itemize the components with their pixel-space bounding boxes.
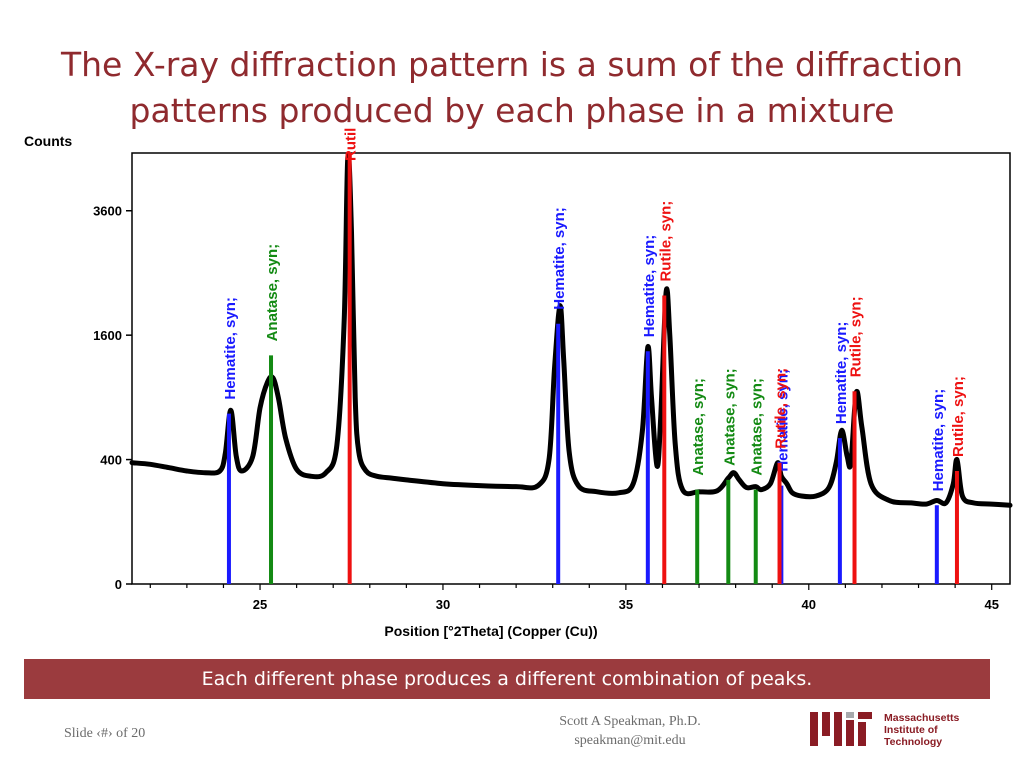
phase-label-anatase: Anatase, syn; [690, 378, 707, 476]
phase-label-rutile: Rutile, syn; [848, 296, 865, 377]
slide-title: The X-ray diffraction pattern is a sum o… [0, 42, 1024, 134]
author-email: speakman@mit.edu [574, 733, 686, 748]
phase-label-anatase: Anatase, syn; [749, 378, 766, 476]
phase-label-hematite: Hematite, syn; [551, 207, 568, 310]
author-info: Scott A Speakman, Ph.D. speakman@mit.edu [500, 712, 760, 750]
y-tick-label: 0 [115, 577, 122, 592]
phase-label-rutile: Rutile, syn; [343, 128, 360, 161]
phase-label-rutile: Rutile, syn; [950, 376, 967, 457]
phase-label-hematite: Hematite, syn; [774, 369, 791, 472]
plot-frame [131, 152, 1011, 585]
x-tick-label: 25 [253, 597, 267, 612]
mit-logo: Massachusetts Institute of Technology [808, 710, 1008, 750]
phase-label-anatase: Anatase, syn; [264, 244, 281, 342]
phase-label-hematite: Hematite, syn; [641, 235, 658, 338]
y-tick-label: 400 [100, 453, 122, 468]
slide-title-line2: patterns produced by each phase in a mix… [129, 91, 895, 130]
y-axis-label: Counts [24, 133, 72, 149]
phase-label-rutile: Rutile, syn; [773, 368, 790, 449]
slide-title-line1: The X-ray diffraction pattern is a sum o… [60, 45, 964, 84]
phase-label-rutile: Rutile, syn; [657, 201, 674, 282]
xrd-chart: Counts 0 400 1600 3600 25 30 35 40 45 Position [°2… [24, 128, 1013, 639]
y-tick-label: 3600 [93, 204, 122, 219]
mit-logo-mark [810, 712, 872, 746]
mit-logo-line3: Technology [884, 736, 943, 748]
phase-label-anatase: Anatase, syn; [721, 368, 738, 466]
slide-number: Slide ‹#› of 20 [64, 726, 146, 741]
phase-label-hematite: Hematite, syn; [222, 297, 239, 400]
mit-logo-text: Massachusetts Institute of Technology [884, 712, 959, 748]
x-axis-label: Position [°2Theta] (Copper (Cu)) [384, 623, 597, 639]
x-tick-label: 35 [619, 597, 633, 612]
mit-logo-line1: Massachusetts [884, 712, 960, 724]
phase-label-hematite: Hematite, syn; [833, 322, 850, 425]
measured-pattern-line [129, 152, 1013, 508]
x-tick-label: 45 [984, 597, 998, 612]
phase-label-hematite: Hematite, syn; [930, 389, 947, 492]
y-tick-label: 1600 [93, 328, 122, 343]
x-tick-label: 30 [436, 597, 450, 612]
mit-logo-line2: Institute of [884, 724, 938, 736]
caption-banner: Each different phase produces a differen… [24, 659, 990, 699]
x-tick-label: 40 [802, 597, 816, 612]
author-name: Scott A Speakman, Ph.D. [559, 714, 701, 729]
